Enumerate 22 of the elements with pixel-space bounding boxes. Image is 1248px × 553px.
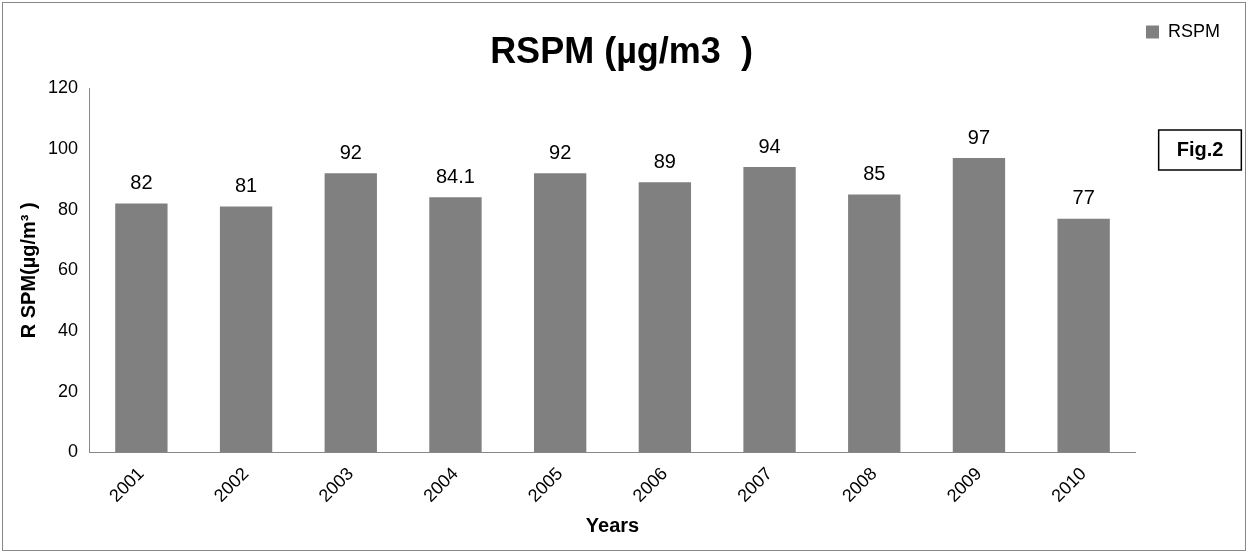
legend-label: RSPM [1168, 20, 1221, 41]
data-label: 92 [549, 140, 572, 163]
x-axis-title: Years [585, 513, 640, 536]
y-tick-label: 100 [47, 137, 79, 158]
y-tick-label: 80 [58, 198, 79, 219]
data-label: 84.1 [436, 164, 475, 187]
y-tick-label: 20 [58, 380, 79, 401]
y-tick-label: 0 [68, 441, 79, 462]
data-label: 77 [1072, 186, 1095, 209]
y-tick-label: 40 [58, 319, 79, 340]
data-label: 92 [339, 140, 362, 163]
chart-title: RSPM (µg/m3 ) [490, 29, 753, 71]
caption: Fig.2 [1176, 137, 1224, 160]
data-label: 89 [653, 149, 676, 172]
data-label: 85 [863, 161, 886, 184]
y-tick-label: 120 [47, 77, 79, 98]
data-label: 97 [967, 125, 991, 148]
data-label: 82 [130, 171, 153, 194]
y-axis-title: R SPM(µg/m³ ) [16, 202, 39, 339]
data-label: 81 [234, 174, 258, 197]
data-label: 94 [758, 134, 781, 157]
y-tick-label: 60 [58, 259, 79, 280]
